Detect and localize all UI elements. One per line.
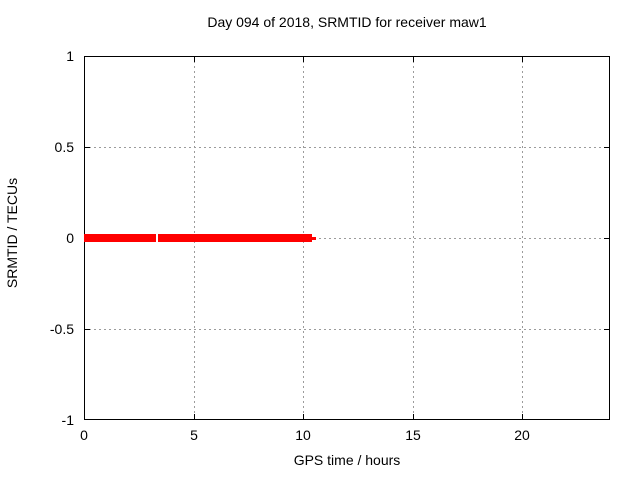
y-tick-label: 0.5 bbox=[54, 139, 74, 155]
x-tick-label: 20 bbox=[514, 427, 530, 443]
y-tick-mark-left bbox=[84, 147, 90, 148]
horizontal-gridline bbox=[84, 147, 610, 148]
x-tick-label: 10 bbox=[295, 427, 311, 443]
y-tick-label: 1 bbox=[66, 48, 74, 64]
y-tick-label: -0.5 bbox=[49, 321, 74, 337]
horizontal-gridline bbox=[84, 238, 610, 239]
data-series-segment bbox=[84, 234, 156, 242]
x-tick-mark-bottom bbox=[303, 414, 304, 420]
x-tick-label: 15 bbox=[405, 427, 421, 443]
x-tick-label: 0 bbox=[80, 427, 88, 443]
x-tick-mark-top bbox=[522, 56, 523, 62]
x-tick-mark-bottom bbox=[194, 414, 195, 420]
x-tick-mark-top bbox=[303, 56, 304, 62]
y-tick-mark-right bbox=[604, 238, 610, 239]
y-tick-mark-right bbox=[604, 147, 610, 148]
y-tick-label: -1 bbox=[61, 412, 74, 428]
data-series-segment bbox=[158, 234, 312, 242]
x-tick-mark-top bbox=[413, 56, 414, 62]
x-tick-label: 5 bbox=[190, 427, 198, 443]
chart-title: Day 094 of 2018, SRMTID for receiver maw… bbox=[207, 14, 487, 30]
horizontal-gridline bbox=[84, 329, 610, 330]
x-tick-mark-bottom bbox=[522, 414, 523, 420]
y-tick-mark-right bbox=[604, 329, 610, 330]
y-tick-label: 0 bbox=[66, 230, 74, 246]
x-tick-mark-top bbox=[194, 56, 195, 62]
x-axis-label: GPS time / hours bbox=[293, 452, 401, 468]
data-series-segment bbox=[312, 237, 316, 240]
y-tick-mark-left bbox=[84, 329, 90, 330]
x-tick-mark-bottom bbox=[413, 414, 414, 420]
